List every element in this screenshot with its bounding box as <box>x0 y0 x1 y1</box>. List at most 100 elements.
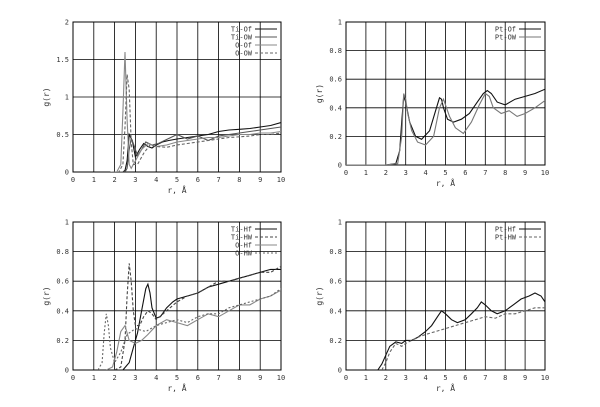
x-tick-label: 2 <box>384 374 388 382</box>
legend-label: O-HW <box>235 250 253 258</box>
y-tick-label: 0.4 <box>329 104 342 112</box>
x-tick-label: 9 <box>523 169 527 177</box>
x-tick-label: 6 <box>463 374 467 382</box>
y-tick-label: 0.5 <box>56 131 69 139</box>
x-tick-label: 3 <box>133 176 137 184</box>
x-tick-label: 0 <box>344 374 348 382</box>
y-tick-label: 0.2 <box>329 133 342 141</box>
plot-frame <box>345 221 546 371</box>
legend-label: O-Of <box>235 42 252 50</box>
series-line-o-hw <box>97 288 281 370</box>
legend-label: Ti-Hf <box>231 226 252 234</box>
x-tick-label: 9 <box>523 374 527 382</box>
y-axis-label: g(r) <box>42 286 51 305</box>
y-tick-label: 1 <box>338 19 342 27</box>
x-tick-label: 4 <box>154 176 158 184</box>
x-tick-label: 0 <box>71 176 75 184</box>
y-tick-label: 0.6 <box>329 76 342 84</box>
y-tick-label: 0 <box>338 367 342 375</box>
x-tick-label: 7 <box>216 374 220 382</box>
y-tick-label: 1 <box>65 219 69 227</box>
x-tick-label: 10 <box>541 374 549 382</box>
x-tick-label: 3 <box>133 374 137 382</box>
panel-bottom-right: 0 1 2 3 4 5 6 7 8 9 10 0 0.2 0.4 0.6 0.8 1 r, Å g(r) Pt-HfP… <box>315 219 549 394</box>
y-axis-label: g(r) <box>315 84 324 103</box>
legend-label: O-OW <box>235 50 253 58</box>
series-line-o-ow <box>112 74 281 172</box>
x-tick-label: 5 <box>443 374 447 382</box>
x-tick-label: 1 <box>92 176 96 184</box>
y-tick-label: 0.6 <box>329 278 342 286</box>
legend-label: Pt-HW <box>495 234 517 242</box>
x-tick-label: 1 <box>364 169 368 177</box>
x-tick-label: 2 <box>384 169 388 177</box>
x-tick-label: 9 <box>258 374 262 382</box>
x-tick-label: 10 <box>277 176 285 184</box>
y-tick-label: 0.8 <box>329 248 342 256</box>
y-tick-label: 1.5 <box>56 56 69 64</box>
x-tick-label: 5 <box>175 374 179 382</box>
x-tick-label: 10 <box>541 169 549 177</box>
x-tick-label: 8 <box>237 374 241 382</box>
x-axis-label: r, Å <box>436 382 455 393</box>
x-tick-label: 8 <box>237 176 241 184</box>
panel-top-right: 0 1 2 3 4 5 6 7 8 9 10 0 0.2 0.4 0.6 0.8 1 r, Å g(r) Pt-OfP… <box>315 19 549 189</box>
x-tick-label: 3 <box>404 374 408 382</box>
x-tick-label: 4 <box>423 374 427 382</box>
x-tick-label: 0 <box>71 374 75 382</box>
y-tick-label: 0.2 <box>329 337 342 345</box>
plot-frame <box>345 21 546 166</box>
y-tick-label: 0.8 <box>329 47 342 55</box>
series-line-ti-ow <box>114 126 281 172</box>
x-tick-label: 7 <box>483 374 487 382</box>
x-tick-label: 2 <box>112 374 116 382</box>
y-tick-label: 2 <box>65 19 69 27</box>
legend-label: Ti-Of <box>231 26 252 34</box>
series-line-pt-of <box>346 88 545 165</box>
x-tick-label: 1 <box>92 374 96 382</box>
y-tick-label: 0 <box>65 367 69 375</box>
plot-frame <box>72 21 282 173</box>
x-tick-label: 6 <box>196 176 200 184</box>
x-tick-label: 10 <box>277 374 285 382</box>
x-tick-label: 8 <box>503 374 507 382</box>
series-line-pt-ow <box>346 92 545 165</box>
x-tick-label: 6 <box>196 374 200 382</box>
x-tick-label: 5 <box>175 176 179 184</box>
y-axis-label: g(r) <box>42 87 51 106</box>
x-tick-label: 7 <box>216 176 220 184</box>
y-tick-label: 0 <box>65 169 69 177</box>
x-tick-label: 4 <box>154 374 158 382</box>
x-tick-label: 5 <box>443 169 447 177</box>
x-tick-label: 6 <box>463 169 467 177</box>
plot-frame <box>72 221 282 371</box>
x-tick-label: 8 <box>503 169 507 177</box>
series-line-pt-hf <box>377 292 545 370</box>
y-tick-label: 0.4 <box>329 307 342 315</box>
panel-bottom-left: 0 1 2 3 4 5 6 7 8 9 10 0 0.2 0.4 0.6 0.8 1 r, Å g(r) Ti-HfT… <box>42 219 285 394</box>
x-axis-label: r, Å <box>167 184 186 195</box>
series-line-ti-hw <box>114 263 281 370</box>
series-line-pt-hw <box>381 307 545 370</box>
y-axis-label: g(r) <box>315 286 324 305</box>
x-axis-label: r, Å <box>436 177 455 188</box>
legend-label: Pt-OW <box>495 34 517 42</box>
x-axis-label: r, Å <box>167 382 186 393</box>
x-tick-label: 0 <box>344 169 348 177</box>
x-tick-label: 7 <box>483 169 487 177</box>
x-tick-label: 9 <box>258 176 262 184</box>
legend-label: Pt-Of <box>495 26 516 34</box>
y-tick-label: 0 <box>338 162 342 170</box>
y-tick-label: 0.4 <box>56 307 69 315</box>
series-line-o-hf <box>106 289 281 370</box>
x-tick-label: 4 <box>423 169 427 177</box>
x-tick-label: 1 <box>364 374 368 382</box>
y-tick-label: 0.2 <box>56 337 69 345</box>
legend-label: O-Hf <box>235 242 252 250</box>
y-tick-label: 1 <box>65 94 69 102</box>
x-tick-label: 3 <box>404 169 408 177</box>
y-tick-label: 1 <box>338 219 342 227</box>
y-tick-label: 0.8 <box>56 248 69 256</box>
